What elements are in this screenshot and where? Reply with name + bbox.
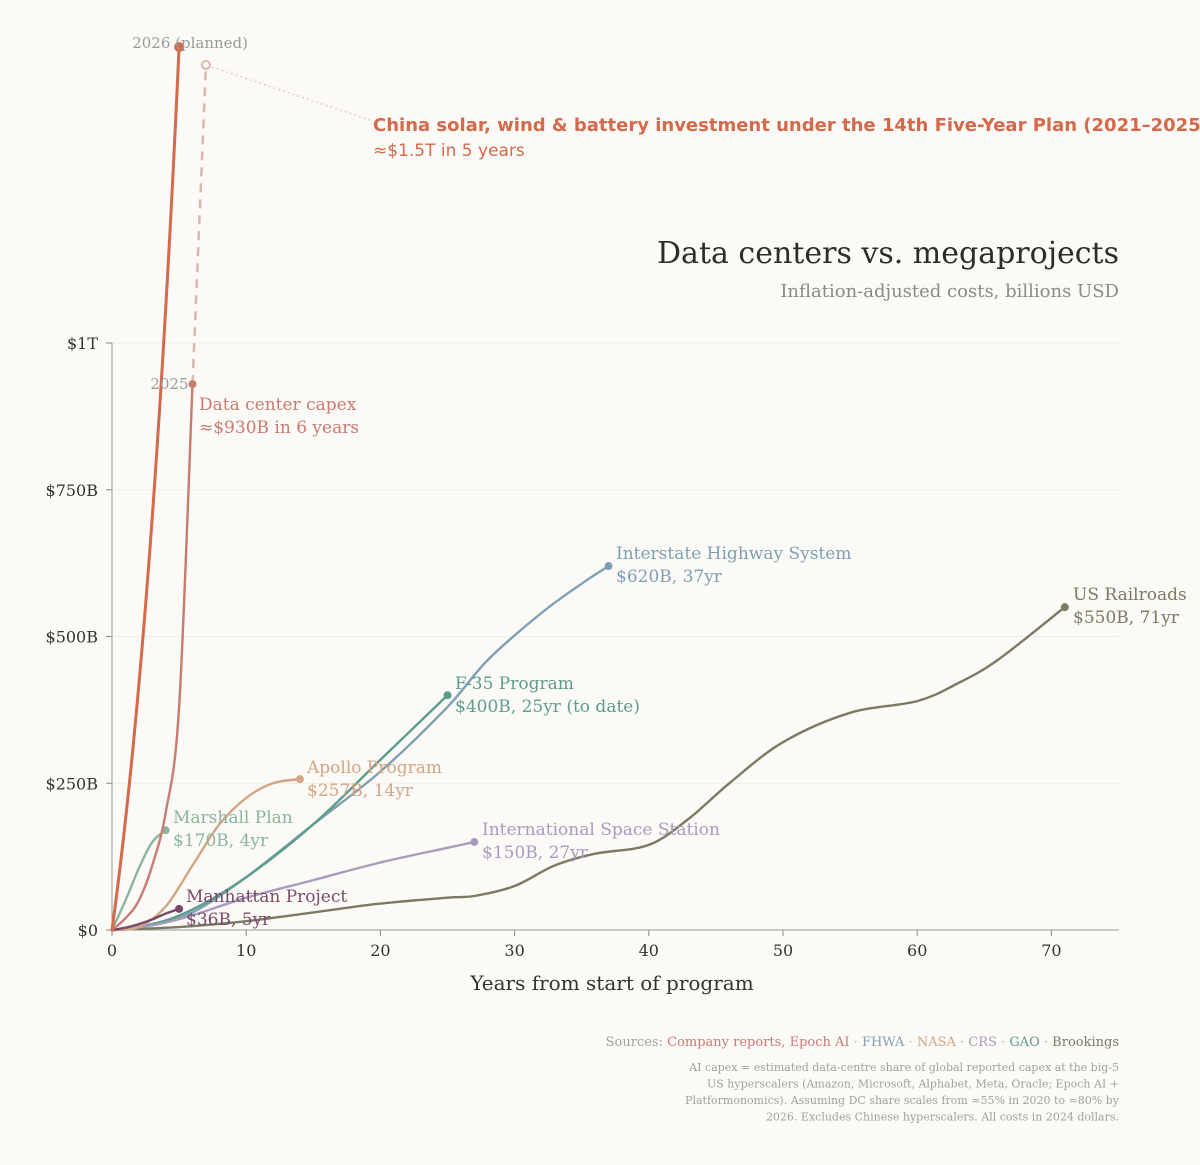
end-marker-china-solar-wind-battery-investment (174, 42, 185, 52)
note-line: Platformonomics). Assuming DC share scal… (685, 1094, 1120, 1107)
x-tick-label: 20 (370, 941, 390, 960)
source-5: GAO (1009, 1035, 1039, 1050)
label-apollo-program-name: Apollo Program (306, 758, 442, 778)
x-tick-label: 60 (907, 941, 927, 960)
label-f-35-program-value: $400B, 25yr (to date) (455, 697, 640, 717)
x-tick-label: 50 (773, 941, 793, 960)
end-marker-manhattan-project (175, 904, 184, 913)
source-6: Brookings (1052, 1035, 1119, 1050)
note-line: 2026. Excludes Chinese hyperscalers. All… (766, 1111, 1119, 1124)
label-manhattan-project-value: $36B, 5yr (186, 910, 271, 930)
sources-separator: · (850, 1035, 862, 1050)
label-us-railroads-value: $550B, 71yr (1073, 608, 1180, 628)
series-labels: US Railroads $550B, 71yr Interstate Highwa… (132, 34, 1200, 930)
x-tick-label: 40 (639, 941, 659, 960)
end-tag-2026: 2026 (planned) (132, 34, 248, 52)
sources-separator: · (997, 1035, 1009, 1050)
label-marshall-plan-name: Marshall Plan (173, 808, 293, 828)
label-apollo-program-value: $257B, 14yr (307, 781, 414, 801)
label-china-title: China solar, wind & battery investment u… (373, 115, 1200, 136)
chart-subtitle: Inflation-adjusted costs, billions USD (780, 281, 1119, 302)
footer: Sources: Company reports, Epoch AI · FHW… (606, 1035, 1120, 1124)
end-marker-data-center-capex (188, 380, 197, 389)
end-marker-apollo-program (295, 775, 304, 784)
series-line-apollo-program (110, 777, 302, 932)
x-axis-label: Years from start of program (469, 971, 753, 995)
source-1: Company reports, Epoch AI (667, 1035, 849, 1050)
end-marker-f-35-program (443, 691, 452, 700)
sources-separator: · (904, 1035, 916, 1050)
source-3: NASA (917, 1035, 957, 1050)
y-tick-label: $500B (46, 628, 98, 647)
y-tick-label: $750B (46, 481, 98, 500)
end-marker-international-space-station (470, 837, 479, 846)
source-0: Sources: (606, 1035, 663, 1050)
projection-line (191, 64, 208, 385)
end-tag-2025: 2025 (150, 375, 188, 393)
source-2: FHWA (862, 1035, 905, 1050)
label-data-center-capex-name: Data center capex (199, 395, 357, 415)
chart-title: Data centers vs. megaprojects (657, 236, 1119, 271)
y-tick-label: $0 (78, 921, 98, 940)
label-f-35-program-name: F-35 Program (455, 674, 574, 694)
x-tick-label: 70 (1041, 941, 1061, 960)
series-line-marshall-plan (110, 829, 167, 932)
label-marshall-plan-value: $170B, 4yr (173, 831, 269, 851)
axes: $0 $250B $500B $750B $1T 0 10 20 30 40 50 60 70 (46, 334, 1119, 960)
label-us-railroads-name: US Railroads (1073, 585, 1187, 605)
label-international-space-station-value: $150B, 27yr (482, 843, 589, 863)
series-line-interstate-highway-system (110, 564, 610, 932)
y-tick-label: $1T (67, 334, 98, 353)
note-line: AI capex = estimated data-centre share o… (688, 1061, 1119, 1074)
label-china-value: ≈$1.5T in 5 years (373, 141, 525, 161)
sources-line: Sources: Company reports, Epoch AI · FHW… (606, 1035, 1119, 1050)
label-international-space-station-name: International Space Station (482, 820, 720, 840)
x-tick-label: 30 (504, 941, 524, 960)
series-line-manhattan-project (110, 907, 181, 932)
label-data-center-capex-value: ≈$930B in 6 years (199, 418, 359, 438)
gridlines (112, 342, 1119, 784)
source-4: CRS (968, 1035, 997, 1050)
projection-marker (200, 60, 211, 70)
series-line-data-center-capex (110, 382, 194, 932)
china-leader (211, 66, 371, 121)
x-tick-label: 0 (107, 941, 117, 960)
series-line-us-railroads (110, 605, 1066, 932)
y-tick-label: $250B (46, 774, 98, 793)
label-manhattan-project-name: Manhattan Project (186, 887, 347, 907)
label-interstate-highway-system-value: $620B, 37yr (616, 567, 723, 587)
note-line: US hyperscalers (Amazon, Microsoft, Alph… (707, 1078, 1119, 1091)
sources-separator: · (1040, 1035, 1052, 1050)
x-tick-label: 10 (236, 941, 256, 960)
sources-separator: · (956, 1035, 968, 1050)
end-marker-interstate-highway-system (604, 562, 613, 571)
series-line-china-solar-wind-battery-investment (110, 45, 181, 932)
series-line-international-space-station (110, 840, 476, 932)
end-marker-us-railroads (1060, 603, 1069, 612)
series-group (110, 42, 1069, 932)
label-interstate-highway-system-name: Interstate Highway System (616, 544, 851, 564)
